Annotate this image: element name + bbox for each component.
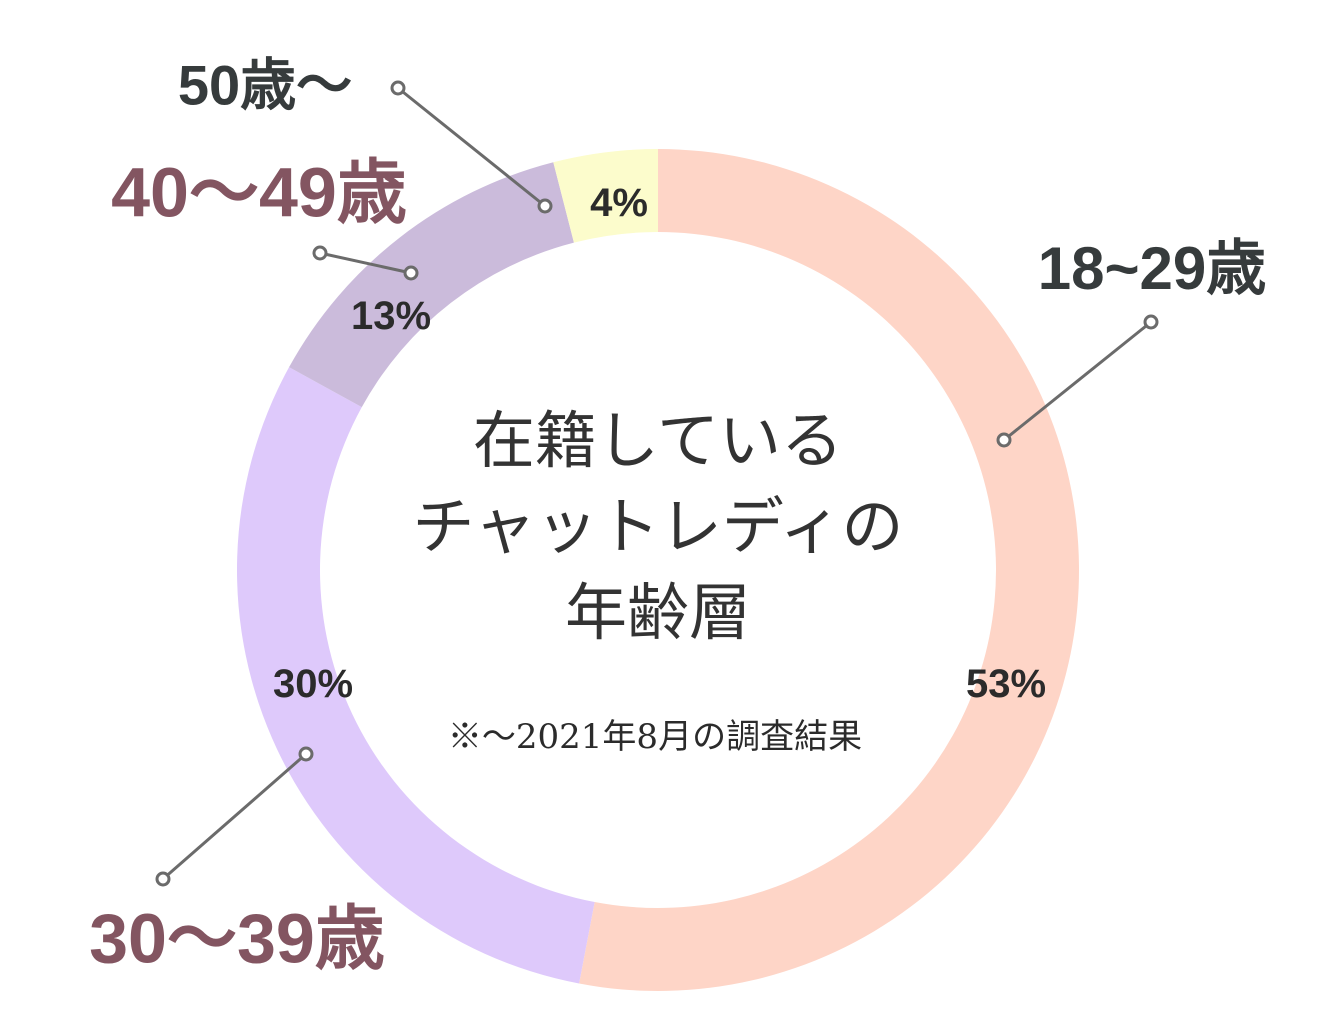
donut-slice xyxy=(237,367,595,984)
leader-lines xyxy=(155,80,1159,887)
donut-slice xyxy=(579,149,1080,991)
chart-title-line-1: 在籍している xyxy=(473,404,843,477)
leader-dot xyxy=(390,80,406,96)
value-labels: 53% 30% 13% 4% xyxy=(273,181,1046,706)
survey-note: ※～2021年8月の調査結果 xyxy=(448,717,862,757)
leader-dot xyxy=(312,245,328,261)
slice-value-label: 30% xyxy=(273,662,353,706)
leader-dot xyxy=(155,871,171,887)
category-label: 30〜39歳 xyxy=(89,900,385,978)
leader-dot xyxy=(996,432,1012,448)
category-label: 50歳〜 xyxy=(178,54,352,117)
leader-dot xyxy=(1143,314,1159,330)
slice-value-label: 53% xyxy=(966,662,1046,706)
leader-dot xyxy=(537,198,553,214)
slice-value-label: 4% xyxy=(590,181,648,225)
donut-slice xyxy=(553,149,658,243)
leader-dot xyxy=(298,746,314,762)
leader-line xyxy=(397,86,546,208)
chart-title-line-2: チャットレディの xyxy=(412,490,903,563)
category-label: 40〜49歳 xyxy=(111,154,407,232)
leader-line xyxy=(1003,320,1152,442)
chart-center-title: 在籍している チャットレディの 年齢層 ※～2021年8月の調査結果 xyxy=(412,404,903,757)
leader-line xyxy=(319,251,412,275)
chart-title-line-3: 年齢層 xyxy=(565,576,751,649)
donut-slice xyxy=(289,162,574,408)
category-label: 18~29歳 xyxy=(1038,235,1267,302)
category-labels: 18~29歳 30〜39歳 40〜49歳 50歳〜 xyxy=(89,54,1266,978)
slice-value-label: 13% xyxy=(351,294,431,338)
donut-slices xyxy=(237,149,1080,991)
leader-dot xyxy=(403,265,419,281)
leader-line xyxy=(162,752,307,881)
